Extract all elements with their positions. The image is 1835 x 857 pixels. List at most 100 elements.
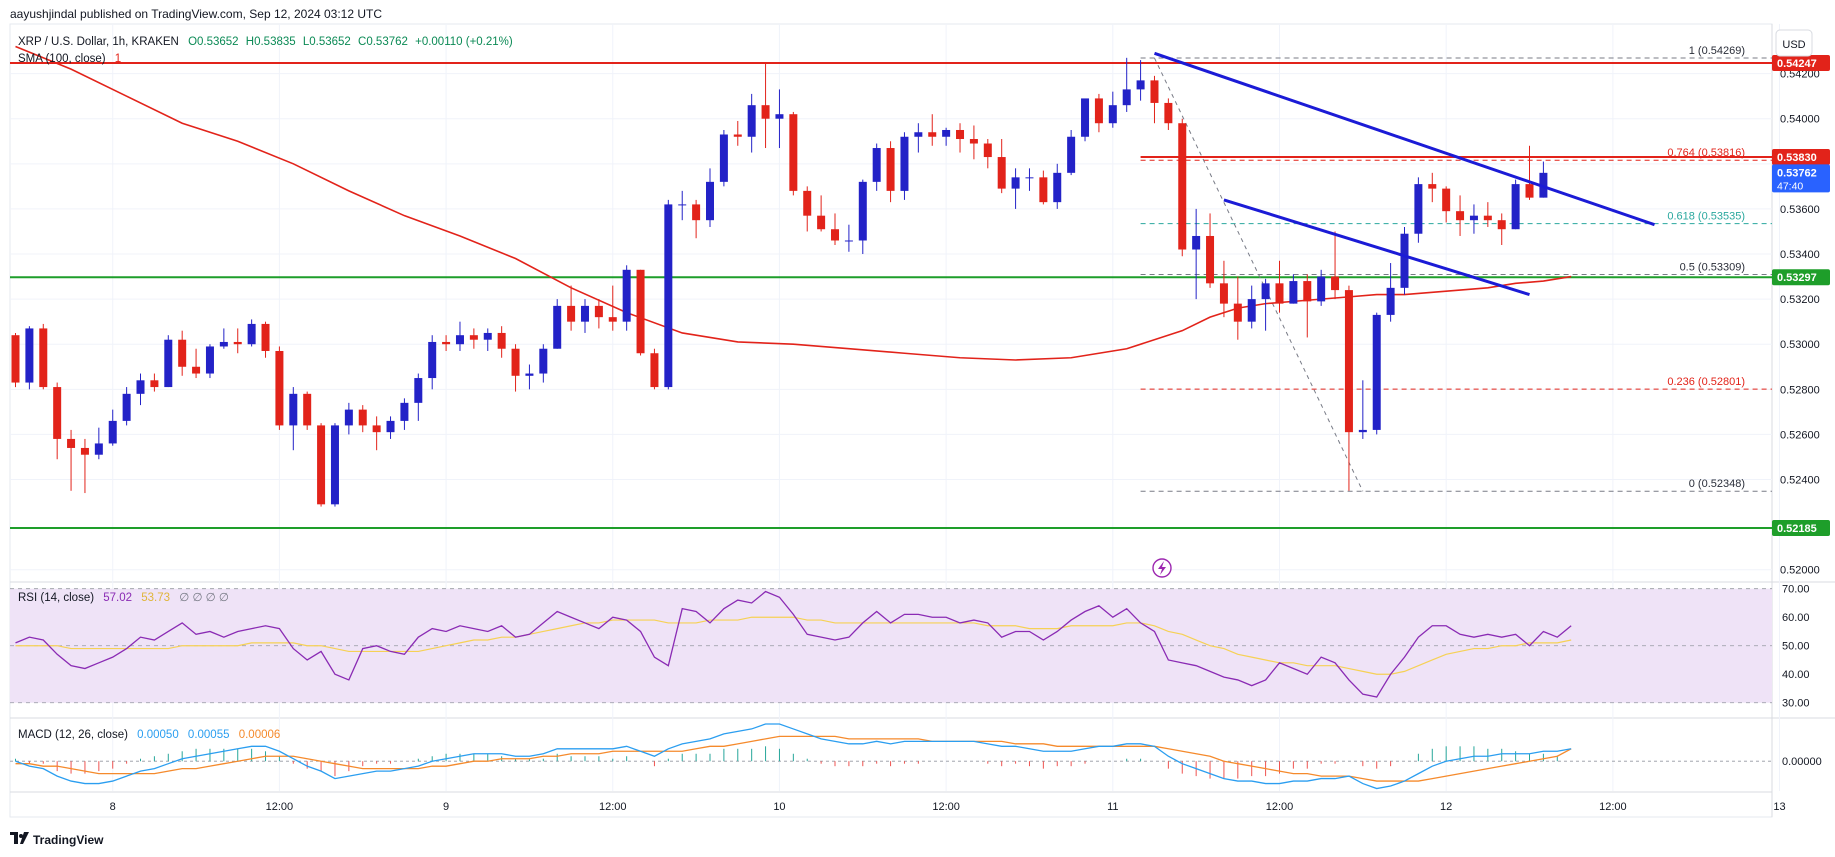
candle-body	[678, 204, 687, 206]
sma-legend[interactable]: SMA (100, close) 1	[18, 53, 121, 65]
time-tick-label: 11	[1107, 801, 1118, 813]
candle-body	[1108, 105, 1117, 124]
axes: 0.542000.540000.538000.536000.534000.532…	[110, 55, 1830, 813]
candle-body	[969, 139, 978, 144]
candle-body	[1067, 136, 1076, 173]
candle-body	[1386, 287, 1395, 315]
trendlines	[1153, 51, 1656, 297]
candle-body	[1511, 184, 1520, 230]
candle-body	[1275, 283, 1284, 304]
level-badge	[1772, 520, 1830, 537]
time-tick-label: 12:00	[1599, 801, 1627, 813]
candle-body	[511, 348, 520, 376]
price-tick-label: 0.52000	[1780, 565, 1820, 577]
macd-tick-label: 0.00000	[1782, 756, 1822, 768]
last-price-label: 0.53762	[1777, 167, 1817, 179]
legend-line: XRP / U.S. Dollar, 1h, KRAKEN O0.53652 H…	[18, 36, 513, 48]
macd-line	[15, 723, 1572, 790]
candle-body	[136, 380, 145, 394]
footer-brand: TradingView	[33, 833, 104, 847]
candle-body	[67, 438, 76, 448]
candle-body	[1372, 314, 1381, 430]
candle-body	[25, 328, 34, 383]
currency-label: USD	[1782, 39, 1805, 51]
candle-body	[1039, 177, 1048, 203]
legend-high: H0.53835	[246, 36, 296, 48]
candle-body	[205, 346, 214, 374]
sma-100-line	[15, 45, 1572, 361]
legend-symbol: XRP / U.S. Dollar, 1h, KRAKEN	[18, 36, 179, 48]
candle-body	[122, 393, 131, 421]
candle-body	[11, 335, 20, 383]
candle-body	[483, 332, 492, 340]
candle-body	[442, 341, 451, 345]
rsi-tick-label: 50.00	[1782, 641, 1810, 653]
rsi-legend[interactable]: RSI (14, close) 57.02 53.73 ∅ ∅ ∅ ∅	[18, 592, 229, 604]
candle-body	[525, 373, 534, 376]
fib-level-label: 0.618 (0.53535)	[1667, 211, 1745, 223]
candle-body	[178, 339, 187, 367]
candle-body	[1483, 215, 1492, 221]
candle-body	[803, 190, 812, 216]
candle-body	[1344, 290, 1353, 433]
candle-body	[261, 323, 270, 351]
candle-body	[789, 114, 798, 191]
macd-legend-value: 0.00050	[137, 729, 179, 741]
candle-body	[247, 323, 256, 345]
price-tick-label: 0.54000	[1780, 114, 1820, 126]
candle-body	[428, 341, 437, 379]
fib-diagonal-line	[1154, 57, 1364, 492]
candle-body	[192, 366, 201, 374]
candle-body	[539, 348, 548, 374]
candle-body	[1331, 276, 1340, 291]
candle-body	[164, 339, 173, 388]
level-badge-label: 0.54247	[1777, 58, 1817, 70]
rsi-legend-extra: ∅ ∅ ∅ ∅	[179, 592, 229, 604]
candle-body	[1219, 283, 1228, 304]
level-badge-label: 0.53830	[1777, 152, 1817, 164]
candle-body	[1456, 211, 1465, 221]
candle-body	[372, 425, 381, 433]
candle-body	[233, 341, 242, 345]
macd-signal-legend-value: 0.00055	[188, 729, 230, 741]
candle-body	[1094, 98, 1103, 124]
candle-body	[1081, 98, 1090, 137]
candle-body	[1428, 184, 1437, 189]
tradingview-logo-icon	[10, 832, 29, 844]
candle-body	[872, 148, 881, 182]
lightning-icon[interactable]	[1152, 558, 1172, 578]
price-tick-label: 0.54200	[1780, 69, 1820, 81]
rsi-tick-label: 30.00	[1782, 698, 1810, 710]
rsi-legend-value: 57.02	[103, 592, 132, 604]
last-price-badge	[1772, 164, 1830, 193]
candle-body	[344, 409, 353, 426]
rsi-tick-label: 40.00	[1782, 669, 1810, 681]
candle-body	[1414, 184, 1423, 234]
rsi-band-layer	[10, 588, 1772, 704]
candle-body	[1400, 233, 1409, 288]
level-badge	[1772, 55, 1830, 72]
countdown-label: 47:40	[1777, 180, 1803, 192]
candle-body	[303, 393, 312, 426]
macd-legend[interactable]: MACD (12, 26, close) 0.00050 0.00055 0.0…	[18, 729, 280, 741]
candle-body	[747, 105, 756, 137]
rsi-tick-label: 70.00	[1782, 584, 1810, 596]
candle-body	[53, 387, 62, 439]
candle-body	[1206, 235, 1215, 284]
candle-body	[1497, 220, 1506, 230]
candle-body	[775, 114, 784, 119]
candle-body	[1469, 215, 1478, 221]
price-tick-label: 0.52400	[1780, 475, 1820, 487]
candle-body	[1164, 102, 1173, 124]
candle-body	[831, 229, 840, 241]
sma-layer	[15, 45, 1572, 361]
fibonacci-retracement: 1 (0.54269) 0.764 (0.53816) 0.618 (0.53535…	[1140, 45, 1772, 492]
candle-body	[219, 341, 228, 347]
candle-body	[983, 143, 992, 158]
price-tick-label: 0.53600	[1780, 204, 1820, 216]
level-badge-label: 0.53297	[1777, 272, 1817, 284]
legend-close: C0.53762	[358, 36, 408, 48]
currency-button[interactable]	[1775, 29, 1813, 57]
